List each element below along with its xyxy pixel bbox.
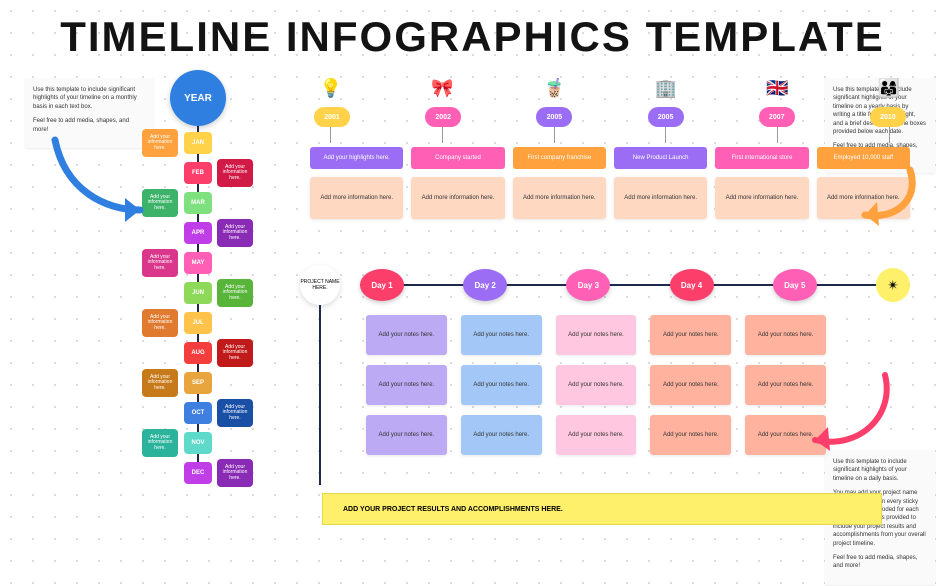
daily-note: Add your notes here. [461, 415, 542, 455]
day-bubble: Day 5 [773, 269, 817, 301]
month-mar: MAR [184, 192, 212, 214]
month-jul: JUL [184, 312, 212, 334]
daily-note: Add your notes here. [650, 415, 731, 455]
month-jun: JUN [184, 282, 212, 304]
month-info: Add your information here. [142, 249, 178, 277]
month-feb: FEB [184, 162, 212, 184]
vertical-timeline: YEAR JANAdd your information here.FEBAdd… [170, 70, 226, 471]
day-end-star: ✴ [876, 268, 910, 302]
year-bubble: 2002 [425, 107, 461, 127]
daily-note: Add your notes here. [366, 365, 447, 405]
year-icon: 🎀 [430, 75, 456, 101]
arrow-pink [790, 360, 900, 475]
day-bubble: Day 2 [463, 269, 507, 301]
daily-note: Add your notes here. [556, 415, 637, 455]
month-info: Add your information here. [217, 399, 253, 427]
year-more-info: Add more information here. [715, 177, 808, 219]
year-bubble: 2007 [759, 107, 795, 127]
year-bubble: 2001 [314, 107, 350, 127]
day-bubble: Day 1 [360, 269, 404, 301]
day-bubble: Day 4 [670, 269, 714, 301]
year-icon: 🇬🇧 [764, 75, 790, 101]
daily-vertical-line [319, 305, 321, 485]
daily-note: Add your notes here. [556, 365, 637, 405]
daily-note: Add your notes here. [650, 315, 731, 355]
month-info: Add your information here. [217, 159, 253, 187]
year-more-info: Add more information here. [513, 177, 606, 219]
daily-note: Add your notes here. [556, 315, 637, 355]
year-icon: 🧋 [541, 75, 567, 101]
month-jan: JAN [184, 132, 212, 154]
note-paragraph: Feel free to add media, shapes, and more… [833, 554, 927, 571]
month-info: Add your information here. [217, 219, 253, 247]
year-icon: 🏢 [653, 75, 679, 101]
month-apr: APR [184, 222, 212, 244]
daily-note: Add your notes here. [366, 415, 447, 455]
vertical-timeline-line: JANAdd your information here.FEBAdd your… [197, 126, 199, 471]
daily-note: Add your notes here. [461, 365, 542, 405]
year-more-info: Add more information here. [614, 177, 707, 219]
month-sep: SEP [184, 372, 212, 394]
year-bubble: 2010 [870, 107, 906, 127]
year-highlight: New Product Launch [614, 147, 707, 169]
note-paragraph: Use this template to include significant… [33, 86, 145, 111]
year-icon: 💡 [318, 75, 344, 101]
year-highlight: First international store [715, 147, 808, 169]
page-title: TIMELINE INFOGRAPHICS TEMPLATE [20, 13, 925, 61]
yearly-timeline: 💡 🎀 🧋 🏢 🇬🇧 👨‍👩‍👧 2001 2002 2005 2005 2007 2010 Add y… [310, 75, 910, 219]
year-highlight: First company franchise [513, 147, 606, 169]
vertical-year-bubble: YEAR [170, 70, 226, 126]
daily-note: Add your notes here. [745, 315, 826, 355]
month-dec: DEC [184, 462, 212, 484]
day-bubble: Day 3 [566, 269, 610, 301]
project-name-bubble: PROJECT NAME HERE. [300, 265, 340, 305]
month-aug: AUG [184, 342, 212, 364]
month-info: Add your information here. [142, 429, 178, 457]
year-more-info: Add more information here. [411, 177, 504, 219]
canvas: TIMELINE INFOGRAPHICS TEMPLATE [0, 0, 945, 76]
month-info: Add your information here. [217, 279, 253, 307]
month-info: Add your information here. [142, 369, 178, 397]
vertical-year-label: YEAR [184, 93, 212, 104]
year-more-info: Add more information here. [310, 177, 403, 219]
month-info: Add your information here. [217, 339, 253, 367]
daily-note: Add your notes here. [650, 365, 731, 405]
daily-note: Add your notes here. [366, 315, 447, 355]
year-bubble: 2005 [536, 107, 572, 127]
daily-note: Add your notes here. [461, 315, 542, 355]
results-bar: ADD YOUR PROJECT RESULTS AND ACCOMPLISHM… [322, 493, 882, 525]
year-highlight: Add your highlights here. [310, 147, 403, 169]
month-nov: NOV [184, 432, 212, 454]
month-may: MAY [184, 252, 212, 274]
arrow-orange [845, 160, 925, 245]
year-bubble: 2005 [648, 107, 684, 127]
arrow-blue [45, 130, 165, 235]
month-oct: OCT [184, 402, 212, 424]
year-icon: 👨‍👩‍👧 [876, 75, 902, 101]
year-highlight: Company started [411, 147, 504, 169]
month-info: Add your information here. [142, 309, 178, 337]
month-info: Add your information here. [217, 459, 253, 487]
